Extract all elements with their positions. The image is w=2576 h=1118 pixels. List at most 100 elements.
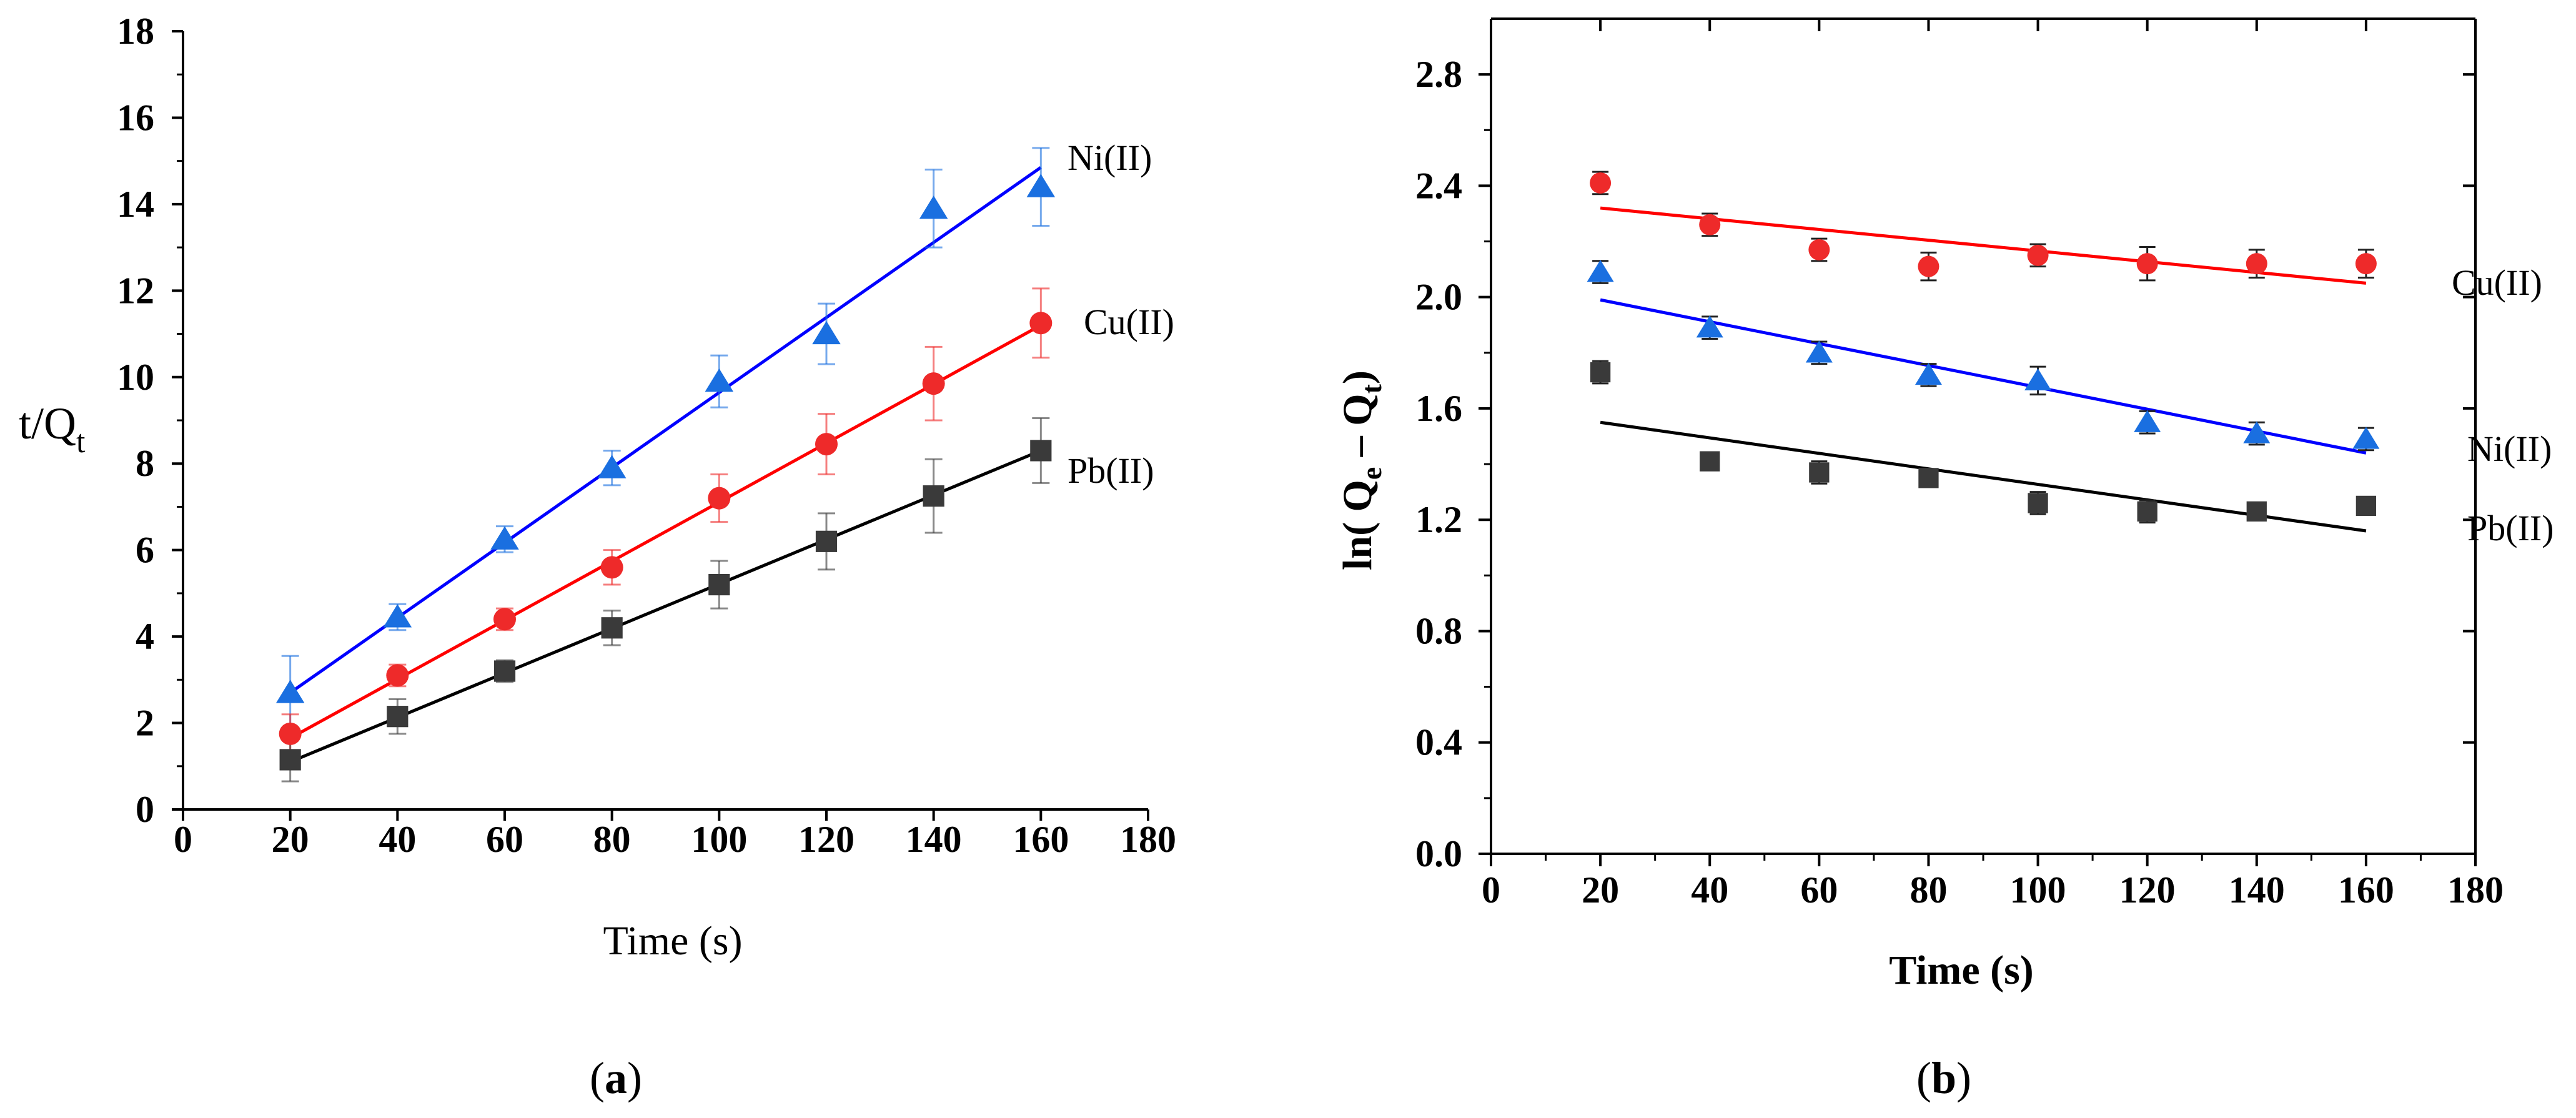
chart-a-series-label-pb: Pb(II)	[1068, 450, 1154, 491]
chart-b-y-tick-label: 0.8	[1415, 610, 1462, 651]
chart-b-x-tick-label: 160	[2338, 869, 2394, 911]
chart-a-axes	[172, 30, 1149, 821]
chart-a-y-tick-label: 16	[117, 97, 154, 138]
chart-b-x-tick-label: 80	[1910, 869, 1947, 911]
chart-b-y-axis-label-sub1: e	[1355, 467, 1387, 480]
chart-a-point-pbii	[493, 660, 516, 682]
chart-b-point-niii	[1587, 260, 1614, 282]
chart-a-point-pbii	[923, 485, 944, 507]
chart-b-y-axis-label-main: ln( Q	[1335, 480, 1380, 570]
chart-a-point-niii	[490, 526, 519, 550]
chart-b-x-tick-label: 60	[1800, 869, 1838, 911]
chart-a-x-tick-label: 100	[691, 819, 747, 860]
chart-a-y-tick-label: 8	[136, 443, 154, 484]
chart-a-point-cuii	[600, 556, 623, 579]
chart-b-point-pbii	[2356, 495, 2377, 517]
chart-a-fit-line-cuii	[289, 324, 1042, 740]
chart-a-x-tick-label: 160	[1013, 819, 1069, 860]
panel-label-a-letter: a	[605, 1053, 627, 1103]
chart-a-x-tick-label: 20	[272, 819, 309, 860]
chart-a-x-tick-label: 40	[379, 819, 416, 860]
chart-b-point-cuii	[2355, 253, 2377, 275]
chart-a-point-niii	[919, 195, 948, 219]
chart-b-point-pbii	[2137, 501, 2157, 522]
chart-b-point-niii	[1915, 362, 1942, 385]
chart-b-x-axis-label: Time (s)	[1889, 947, 2034, 993]
chart-b-y-tick-label: 2.4	[1415, 165, 1462, 206]
panel-label-b-letter: b	[1931, 1053, 1956, 1103]
chart-a-point-niii	[705, 369, 734, 392]
chart-b-point-pbii	[1809, 462, 1830, 483]
chart-a-point-niii	[275, 680, 305, 703]
chart-b-point-niii	[2024, 368, 2052, 391]
chart-b-axes	[1479, 17, 2477, 866]
chart-a-point-pbii	[279, 749, 301, 771]
chart-a-y-tick-label: 10	[117, 357, 154, 398]
panel-label-a: (a)	[590, 1053, 642, 1103]
chart-panel-b: 0 20 40 60 80 100 120 140 160 180 0.0 0.4 0.8 1.2 1.6 2…	[1335, 17, 2554, 1103]
chart-b-point-niii	[1696, 315, 1723, 338]
chart-b-series-label-cu: Cu(II)	[2452, 262, 2542, 303]
chart-a-point-cuii	[1029, 312, 1053, 335]
chart-a-point-niii	[383, 604, 412, 628]
chart-b-y-axis-label-mid: – Q	[1335, 393, 1380, 467]
chart-a-y-axis-label-main: t/Q	[19, 398, 76, 448]
chart-b-point-niii	[1805, 340, 1833, 363]
chart-b-fit-line-cuii	[1600, 206, 2367, 285]
chart-b-x-tick-label: 140	[2229, 869, 2285, 911]
chart-a-y-tick-label: 12	[117, 270, 154, 311]
chart-a-y-tick-label: 6	[136, 530, 154, 571]
chart-b-point-niii	[2352, 427, 2380, 449]
chart-a-point-cuii	[708, 487, 731, 510]
chart-b-x-tick-label: 20	[1582, 869, 1619, 911]
chart-b-y-tick-label: 1.2	[1415, 499, 1462, 540]
chart-a-y-tick-label: 18	[117, 11, 154, 52]
chart-a-point-pbii	[708, 573, 730, 596]
chart-b-point-cuii	[1808, 239, 1830, 260]
chart-b-point-pbii	[2028, 493, 2048, 513]
chart-b-point-cuii	[2136, 253, 2158, 275]
chart-a-tick-labels: 0 20 40 60 80 100 120 140 160 180 0 2 4 6 8 10 12 14 16 18	[117, 11, 1176, 860]
chart-a-fit-line-pbii	[289, 449, 1042, 764]
chart-panel-a: 0 20 40 60 80 100 120 140 160 180024681012141618 …	[19, 11, 1176, 1103]
chart-b-x-tick-label: 100	[2010, 869, 2066, 911]
chart-b-markers	[1587, 172, 2380, 522]
chart-a-x-tick-label: 120	[798, 819, 855, 860]
chart-a-point-pbii	[1030, 440, 1052, 462]
chart-a-markers	[275, 174, 1056, 771]
chart-b-fit-lines	[1600, 206, 2367, 533]
chart-b-fit-line-pbii	[1600, 420, 2367, 533]
chart-b-x-tick-label: 0	[1482, 869, 1500, 911]
chart-a-point-pbii	[815, 530, 838, 552]
chart-a-point-cuii	[815, 433, 838, 456]
chart-a-fit-line-niii	[289, 166, 1042, 695]
chart-a-point-niii	[812, 320, 841, 345]
chart-a-y-tick-label: 0	[136, 789, 154, 830]
chart-a-point-pbii	[601, 617, 623, 639]
chart-a-x-tick-label: 60	[486, 819, 523, 860]
chart-b-series-label-ni: Ni(II)	[2467, 428, 2552, 469]
chart-b-point-cuii	[1918, 255, 1939, 277]
chart-a-point-cuii	[922, 372, 945, 395]
chart-a-point-cuii	[386, 664, 409, 687]
chart-a-y-tick-label: 4	[136, 616, 154, 657]
chart-a-x-axis-label: Time (s)	[603, 918, 742, 964]
chart-b-y-tick-label: 2.0	[1415, 277, 1462, 318]
chart-b-y-tick-label: 1.6	[1415, 388, 1462, 429]
chart-b-y-tick-label: 2.8	[1415, 54, 1462, 95]
chart-a-series-label-cu: Cu(II)	[1084, 302, 1174, 342]
chart-b-point-cuii	[1699, 214, 1721, 235]
chart-a-series-label-ni: Ni(II)	[1068, 137, 1152, 178]
chart-b-point-cuii	[2027, 244, 2049, 266]
panel-label-b: (b)	[1916, 1053, 1971, 1103]
chart-b-x-tick-label: 180	[2447, 869, 2504, 911]
chart-b-y-axis-label-end: )	[1335, 370, 1380, 384]
chart-a-point-niii	[1026, 174, 1056, 197]
chart-b-y-tick-label: 0.4	[1415, 722, 1462, 763]
chart-a-point-cuii	[279, 722, 302, 745]
chart-b-point-cuii	[1590, 172, 1612, 194]
chart-b-point-pbii	[1918, 468, 1939, 488]
chart-b-y-tick-label: 0.0	[1415, 833, 1462, 874]
chart-a-point-pbii	[387, 706, 409, 728]
chart-b-y-axis-label-sub2: t	[1355, 383, 1387, 393]
